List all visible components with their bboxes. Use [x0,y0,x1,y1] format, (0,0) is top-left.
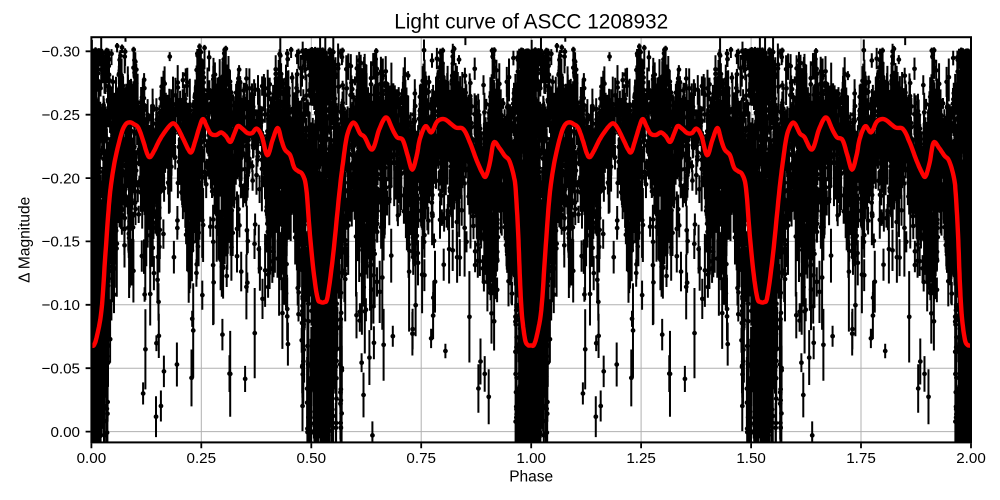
svg-text:−0.30: −0.30 [42,44,80,61]
svg-text:−0.20: −0.20 [42,170,80,187]
svg-text:−0.10: −0.10 [42,297,80,314]
svg-text:0.25: 0.25 [187,450,217,467]
svg-text:−0.25: −0.25 [42,107,80,124]
svg-text:Light curve of ASCC 1208932: Light curve of ASCC 1208932 [394,11,668,34]
svg-text:Phase: Phase [509,469,553,486]
svg-text:0.00: 0.00 [77,450,107,467]
svg-text:2.00: 2.00 [956,450,986,467]
svg-text:−0.05: −0.05 [42,361,80,378]
svg-text:1.00: 1.00 [516,450,546,467]
svg-text:1.50: 1.50 [736,450,766,467]
svg-text:1.25: 1.25 [626,450,656,467]
svg-text:1.75: 1.75 [846,450,876,467]
svg-text:Δ Magnitude: Δ Magnitude [17,197,34,283]
svg-text:0.00: 0.00 [50,424,80,441]
svg-text:0.75: 0.75 [406,450,436,467]
svg-text:0.50: 0.50 [297,450,327,467]
svg-text:−0.15: −0.15 [42,234,80,251]
